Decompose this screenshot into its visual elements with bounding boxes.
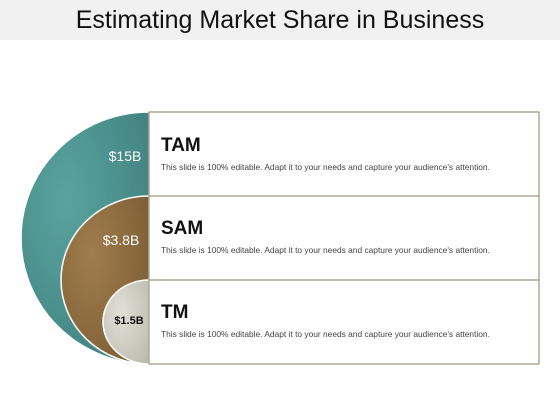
sam-description: This slide is 100% editable. Adapt it to… xyxy=(161,245,490,255)
sam-row: SAM This slide is 100% editable. Adapt i… xyxy=(161,218,531,256)
title-bar: Estimating Market Share in Business xyxy=(0,0,560,40)
slide-title: Estimating Market Share in Business xyxy=(75,5,485,34)
tm-box xyxy=(148,279,540,365)
tm-row: TM This slide is 100% editable. Adapt it… xyxy=(161,302,531,340)
tm-segment xyxy=(102,279,150,365)
tam-heading: TAM xyxy=(161,135,201,156)
tm-heading: TM xyxy=(161,302,189,323)
tam-value: $15B xyxy=(108,148,142,164)
tam-description: This slide is 100% editable. Adapt it to… xyxy=(161,162,490,172)
sam-value: $3.8B xyxy=(102,232,140,248)
tam-row: TAM This slide is 100% editable. Adapt i… xyxy=(161,135,531,173)
sam-heading: SAM xyxy=(161,218,204,239)
tm-value: $1.5B xyxy=(114,315,144,327)
sam-box xyxy=(148,195,540,281)
tm-description: This slide is 100% editable. Adapt it to… xyxy=(161,329,490,339)
tam-box xyxy=(148,111,540,197)
